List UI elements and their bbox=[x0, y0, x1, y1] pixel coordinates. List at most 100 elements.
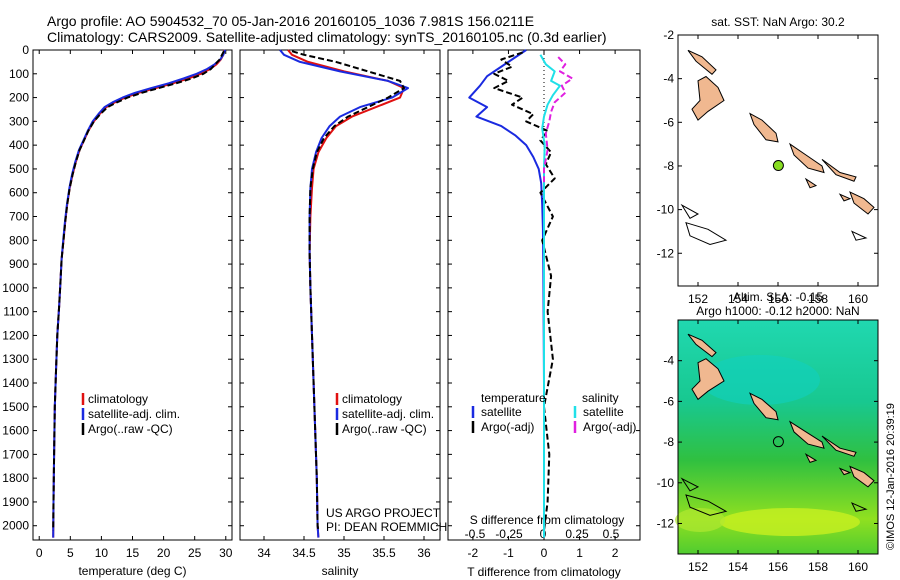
series-line-s-satellite bbox=[539, 54, 561, 538]
y-tick-label: 700 bbox=[9, 210, 29, 224]
float-marker bbox=[772, 160, 784, 172]
x2-tick-label: -0.25 bbox=[495, 527, 523, 541]
x-tick-label: 35.5 bbox=[372, 546, 396, 560]
island-shape bbox=[687, 49, 717, 75]
x2-tick-label: 0.25 bbox=[565, 527, 589, 541]
panel-difference: -2 -1 0 1 2 T difference from climatology S di… bbox=[447, 49, 641, 579]
legend-label: climatology bbox=[342, 392, 402, 406]
legend-header: salinity bbox=[582, 391, 619, 405]
x-axis-label: salinity bbox=[322, 564, 359, 578]
legend-label: Argo(..raw -QC) bbox=[88, 422, 173, 436]
sla-low-patch bbox=[700, 355, 820, 405]
x-tick-label: 158 bbox=[808, 560, 828, 574]
y-tick-label: 1100 bbox=[3, 305, 29, 319]
y-tick-label: -10 bbox=[657, 203, 675, 217]
legend-header: temperature bbox=[481, 391, 546, 405]
x-tick-label: 20 bbox=[157, 546, 171, 560]
map-subtitle: Argo h1000: -0.12 h2000: NaN bbox=[696, 304, 859, 318]
plot-frame bbox=[239, 49, 441, 541]
y-tick-label: 200 bbox=[9, 91, 29, 105]
x-tick-label: 154 bbox=[728, 292, 748, 306]
island-shape bbox=[821, 158, 857, 182]
y-tick-label: -2 bbox=[663, 28, 674, 42]
reef-outline bbox=[850, 502, 868, 512]
y-tick-label: 300 bbox=[9, 114, 29, 128]
x-axis-label: temperature (deg C) bbox=[78, 564, 186, 578]
y-tick-label: -8 bbox=[663, 159, 674, 173]
y-tick-label: 1700 bbox=[2, 447, 29, 461]
island-shape bbox=[849, 465, 875, 488]
x-tick-label: 0 bbox=[36, 546, 43, 560]
sla-high-patch bbox=[675, 508, 725, 532]
x-tick-label: 156 bbox=[768, 560, 788, 574]
island-shape bbox=[804, 177, 818, 189]
x-tick-label: 152 bbox=[688, 292, 708, 306]
header-line-2: Climatology: CARS2009. Satellite-adjuste… bbox=[47, 29, 607, 45]
y-tick-label: -4 bbox=[663, 72, 674, 86]
x-tick-label: 5 bbox=[67, 546, 74, 560]
y-tick-label: 600 bbox=[9, 186, 29, 200]
y-tick-label: -10 bbox=[657, 476, 675, 490]
annotation-project: US ARGO PROJECT bbox=[326, 506, 441, 520]
y-tick-label: 400 bbox=[9, 138, 29, 152]
map-sla-map: 152 154 156 158 160 -4 -6 -8 -10 -12 Altim. SLA: -… bbox=[657, 290, 879, 574]
legend-label: Argo(-adj) bbox=[583, 420, 636, 434]
legend-label: climatology bbox=[88, 392, 148, 406]
x-tick-label: -1 bbox=[503, 546, 514, 560]
map-title: Altim. SLA: -0.15 bbox=[733, 290, 823, 304]
panel-salinity: 34 34.5 35 35.5 36 salinity climatologysatelli… bbox=[239, 49, 447, 578]
series-line-t-satellite bbox=[468, 49, 545, 538]
x-tick-label: 25 bbox=[188, 546, 202, 560]
y-tick-label: 0 bbox=[22, 43, 29, 57]
reef-outline bbox=[685, 494, 728, 516]
y-tick-label: -6 bbox=[663, 115, 674, 129]
island-shape bbox=[691, 358, 725, 401]
sla-high-patch bbox=[720, 508, 860, 536]
y-tick-label: 2000 bbox=[2, 519, 29, 533]
y-tick-label: 1600 bbox=[2, 424, 29, 438]
x-tick-label: 10 bbox=[95, 546, 109, 560]
series-line-satellite-adj-clim- bbox=[52, 49, 227, 538]
x-tick-label: 34.5 bbox=[292, 546, 316, 560]
island-shape bbox=[691, 75, 725, 121]
panel-temperature: 0100200300400500600700800900100011001200… bbox=[2, 43, 232, 578]
x-tick-label: 160 bbox=[848, 560, 868, 574]
legend-label: satellite bbox=[583, 405, 624, 419]
x-tick-label: 154 bbox=[728, 560, 748, 574]
y-tick-label: 1900 bbox=[2, 495, 29, 509]
x-tick-label: 160 bbox=[848, 292, 868, 306]
legend-label: Argo(-adj) bbox=[481, 420, 534, 434]
island-shape bbox=[804, 452, 818, 464]
series-line-s-argo-adj- bbox=[543, 56, 574, 184]
island-shape bbox=[687, 333, 717, 358]
annotation-pi: PI: DEAN ROEMMICH bbox=[326, 520, 447, 534]
y-tick-label: 900 bbox=[9, 257, 29, 271]
x-tick-label: -2 bbox=[468, 546, 479, 560]
map-title: sat. SST: NaN Argo: 30.2 bbox=[711, 15, 845, 29]
x2-tick-label: 0.5 bbox=[603, 527, 620, 541]
island-shape bbox=[749, 112, 779, 143]
legend-label: satellite bbox=[481, 405, 522, 419]
series-line-argo-raw-qc- bbox=[291, 50, 405, 531]
y-tick-label: 100 bbox=[9, 67, 29, 81]
plot-frame bbox=[32, 49, 233, 541]
y-tick-label: 500 bbox=[9, 162, 29, 176]
series-line-argo-raw-qc- bbox=[52, 50, 225, 531]
y-tick-label: 1500 bbox=[2, 400, 29, 414]
x-tick-label: 15 bbox=[126, 546, 140, 560]
y-tick-label: 1400 bbox=[2, 376, 29, 390]
x-tick-label: 35 bbox=[337, 546, 351, 560]
x-axis-label: T difference from climatology bbox=[467, 565, 621, 579]
x-tick-label: 0 bbox=[541, 546, 548, 560]
reef-outline bbox=[680, 477, 700, 492]
x-tick-label: 36 bbox=[417, 546, 431, 560]
island-shape bbox=[749, 392, 779, 421]
series-line-climatology bbox=[52, 49, 226, 538]
y-tick-label: -4 bbox=[663, 354, 674, 368]
y-tick-label: -12 bbox=[657, 516, 675, 530]
x2-axis-label: S difference from climatology bbox=[470, 513, 625, 527]
reef-outline bbox=[685, 221, 728, 246]
y-tick-label: 1800 bbox=[2, 471, 29, 485]
map-sst-map: 152 154 156 158 160 -2 -4 -6 -8 -10 -12 sat. SST: N… bbox=[657, 15, 879, 306]
